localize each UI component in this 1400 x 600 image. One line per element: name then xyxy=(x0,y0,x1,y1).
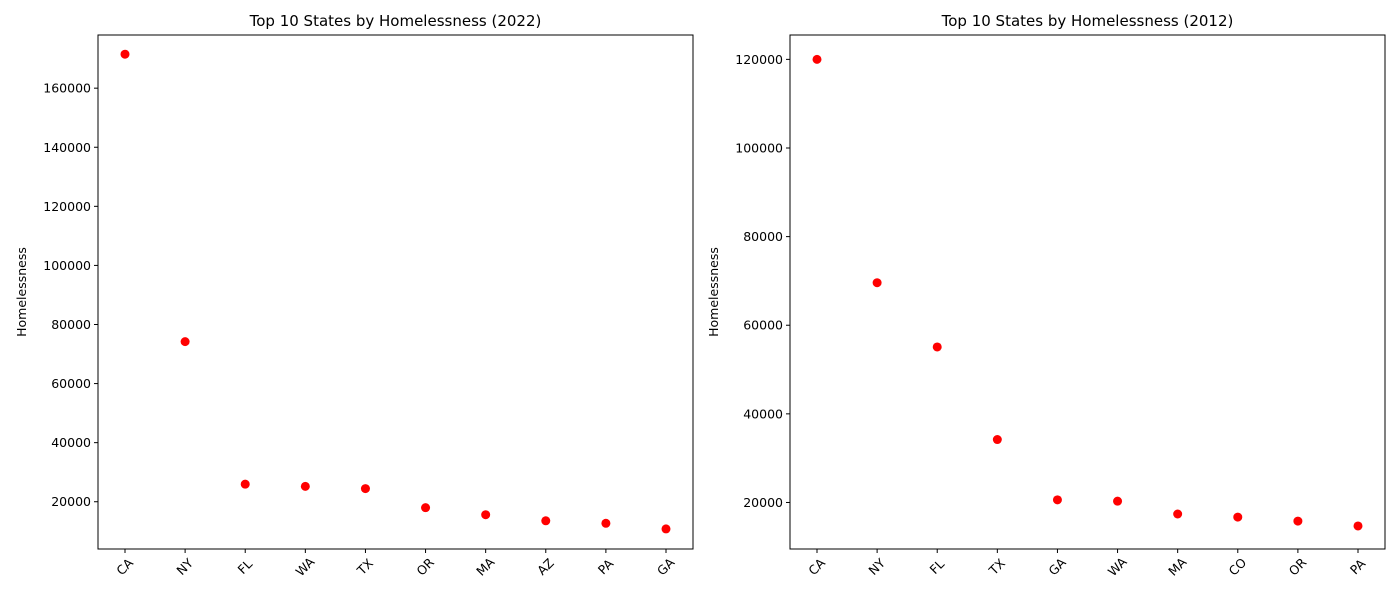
y-tick-label: 100000 xyxy=(735,140,783,155)
x-tick-label-ny: NY xyxy=(173,555,196,578)
y-tick-label: 120000 xyxy=(735,52,783,67)
plot-frame xyxy=(97,34,694,550)
x-tick-label-pa: PA xyxy=(595,556,617,578)
y-tick-label: 140000 xyxy=(43,140,91,155)
data-point-tx xyxy=(360,484,370,494)
data-point-fl xyxy=(240,479,250,489)
data-point-pa xyxy=(1353,521,1363,531)
y-tick-label: 100000 xyxy=(43,258,91,273)
y-tick-label: 120000 xyxy=(43,199,91,214)
y-tick-label: 40000 xyxy=(51,435,91,450)
y-tick-label: 20000 xyxy=(743,495,783,510)
x-tick-label-pa: PA xyxy=(1347,556,1369,578)
data-point-or xyxy=(1293,516,1303,526)
data-point-ga xyxy=(1052,495,1062,505)
x-tick-label-ny: NY xyxy=(865,555,888,578)
data-point-co xyxy=(1233,512,1243,522)
x-tick-label-ca: CA xyxy=(805,555,828,578)
data-point-fl xyxy=(932,342,942,352)
x-tick-label-ma: MA xyxy=(1165,554,1190,579)
data-point-ca xyxy=(812,54,822,64)
scatter-points xyxy=(120,49,671,534)
x-tick-label-tx: TX xyxy=(985,555,1008,578)
y-axis-label: Homelessness xyxy=(706,247,721,337)
data-point-ca xyxy=(120,49,130,59)
x-tick-label-tx: TX xyxy=(353,555,376,578)
chart-panel-2022: Top 10 States by Homelessness (2022) Hom… xyxy=(14,12,694,579)
chart-title: Top 10 States by Homelessness (2022) xyxy=(249,12,542,30)
y-axis-label: Homelessness xyxy=(14,247,29,337)
data-point-wa xyxy=(300,481,310,491)
y-ticks: 20000 40000 60000 80000 100000 120000 140000 16… xyxy=(43,81,98,509)
data-point-ma xyxy=(481,510,491,520)
y-tick-label: 160000 xyxy=(43,81,91,96)
x-tick-label-ca: CA xyxy=(113,555,136,578)
y-ticks: 20000 40000 60000 80000 100000 120000 xyxy=(735,52,790,510)
scatter-points xyxy=(812,54,1363,531)
chart-panel-2012: Top 10 States by Homelessness (2012) Hom… xyxy=(706,12,1386,579)
data-point-or xyxy=(421,503,431,513)
data-point-ga xyxy=(661,524,671,534)
x-tick-label-fl: FL xyxy=(235,556,256,577)
y-tick-label: 60000 xyxy=(743,318,783,333)
data-point-ny xyxy=(872,278,882,288)
x-tick-label-az: AZ xyxy=(534,555,557,578)
data-point-ma xyxy=(1173,509,1183,519)
data-point-ny xyxy=(180,337,190,347)
data-point-wa xyxy=(1113,496,1123,506)
x-tick-label-ga: GA xyxy=(1045,555,1069,579)
x-ticks: CA NY FL WA TX OR MA AZ PA GA xyxy=(113,549,678,579)
x-tick-label-co: CO xyxy=(1226,555,1250,579)
data-point-pa xyxy=(601,518,611,528)
x-tick-label-ga: GA xyxy=(654,555,678,579)
y-tick-label: 60000 xyxy=(51,376,91,391)
data-point-tx xyxy=(992,435,1002,445)
x-tick-label-wa: WA xyxy=(1105,554,1130,579)
y-tick-label: 20000 xyxy=(51,494,91,509)
plot-frame xyxy=(789,34,1386,550)
x-tick-label-fl: FL xyxy=(927,556,948,577)
x-tick-label-wa: WA xyxy=(293,554,318,579)
x-ticks: CA NY FL TX GA WA MA CO OR PA xyxy=(805,549,1369,579)
data-point-az xyxy=(541,516,551,526)
x-tick-label-or: OR xyxy=(413,555,437,579)
y-tick-label: 80000 xyxy=(743,229,783,244)
x-tick-label-or: OR xyxy=(1286,555,1310,579)
y-tick-label: 80000 xyxy=(51,317,91,332)
y-tick-label: 40000 xyxy=(743,406,783,421)
x-tick-label-ma: MA xyxy=(473,554,498,579)
chart-title: Top 10 States by Homelessness (2012) xyxy=(941,12,1234,30)
